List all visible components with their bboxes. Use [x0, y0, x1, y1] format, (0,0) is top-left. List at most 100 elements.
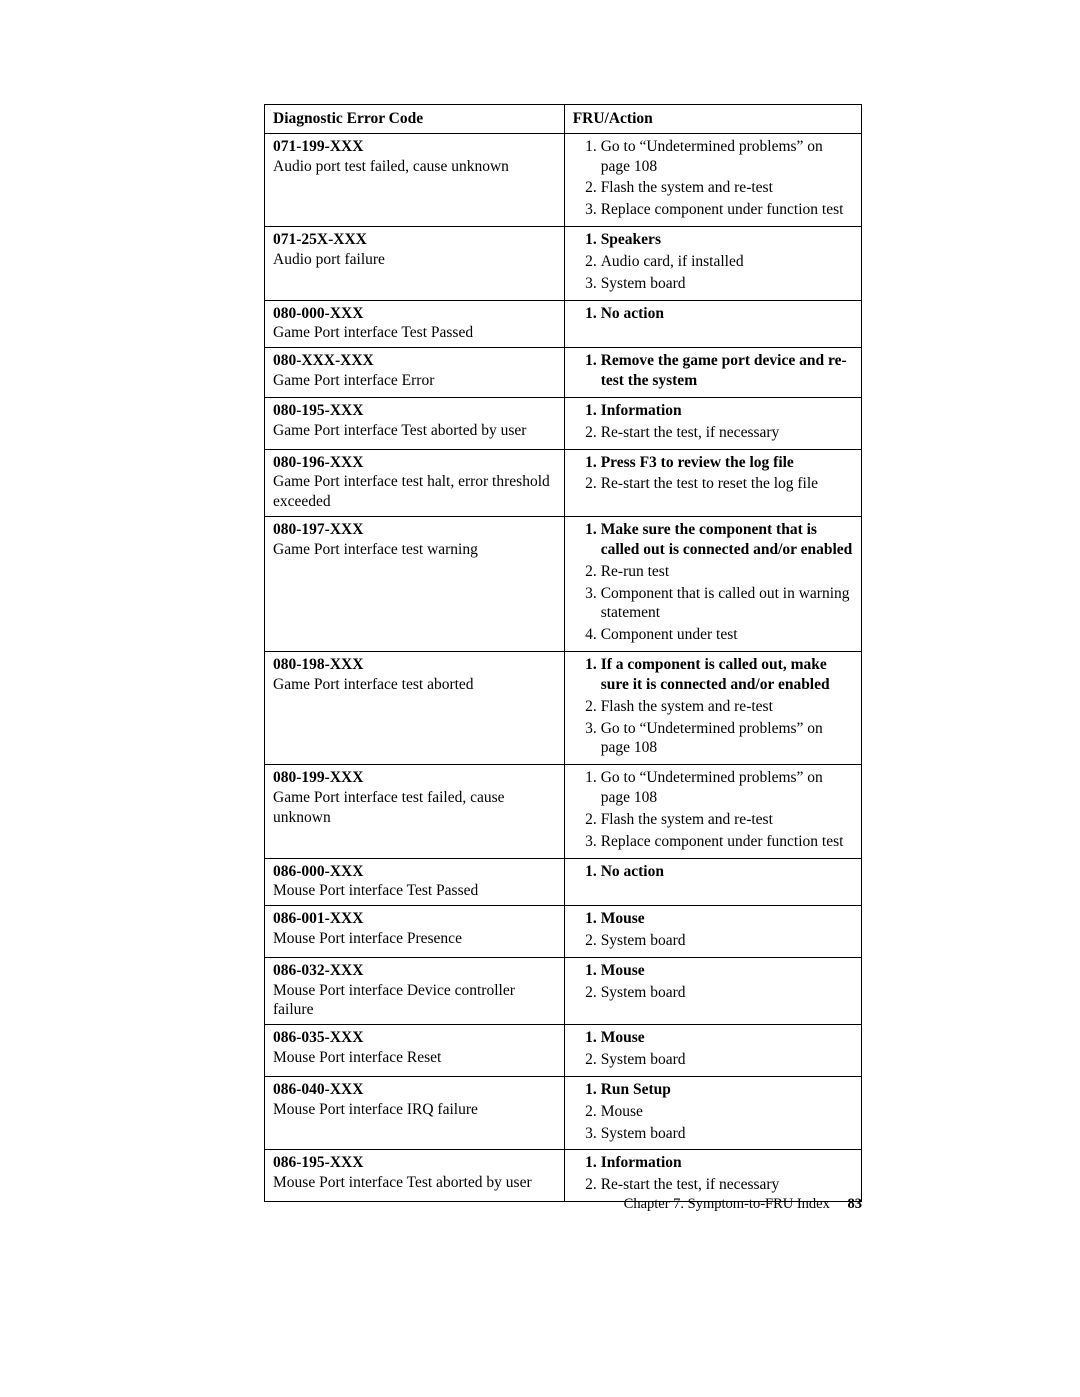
action-item: System board	[599, 1050, 855, 1070]
cell-error-code: 086-035-XXXMouse Port interface Reset	[265, 1025, 565, 1077]
cell-error-code: 080-000-XXXGame Port interface Test Pass…	[265, 300, 565, 348]
error-description: Mouse Port interface IRQ failure	[273, 1101, 478, 1118]
table-row: 080-196-XXX Game Port interface test halt…	[265, 449, 862, 516]
error-code: 080-199-XXX	[273, 769, 363, 786]
error-code: 086-001-XXX	[273, 910, 363, 927]
error-code: 080-198-XXX	[273, 656, 363, 673]
action-item: Component that is called out in warning …	[599, 584, 855, 624]
cell-error-code: 080-195-XXX Game Port interface Test abor…	[265, 397, 565, 449]
cell-fru-action: Make sure the component that is called o…	[564, 517, 861, 652]
table-row: 086-195-XXXMouse Port interface Test abo…	[265, 1150, 862, 1202]
action-item: Replace component under function test	[599, 200, 855, 220]
cell-fru-action: Go to “Undetermined problems” on page 10…	[564, 765, 861, 858]
action-list: Go to “Undetermined problems” on page 10…	[573, 768, 855, 851]
error-description: Audio port failure	[273, 251, 385, 268]
action-item: Go to “Undetermined problems” on page 10…	[599, 768, 855, 808]
action-item: No action	[599, 862, 855, 882]
error-description: Game Port interface test halt, error thr…	[273, 473, 550, 510]
error-description: Game Port interface test warning	[273, 541, 478, 558]
table-row: 080-197-XXX Game Port interface test warn…	[265, 517, 862, 652]
cell-error-code: 086-000-XXX Mouse Port interface Test Pas…	[265, 858, 565, 906]
action-item: System board	[599, 1124, 855, 1144]
error-description: Game Port interface Test Passed	[273, 324, 473, 341]
error-code: 071-25X-XXX	[273, 231, 367, 248]
action-list: Remove the game port device and re-test …	[573, 351, 855, 391]
cell-error-code: 086-195-XXXMouse Port interface Test abo…	[265, 1150, 565, 1202]
error-code: 080-196-XXX	[273, 454, 363, 471]
cell-fru-action: Press F3 to review the log fileRe-start …	[564, 449, 861, 516]
error-description: Mouse Port interface Presence	[273, 930, 462, 947]
footer-page-number: 83	[848, 1196, 863, 1212]
action-item: Component under test	[599, 625, 855, 645]
header-error-code: Diagnostic Error Code	[265, 105, 565, 134]
action-item: Mouse	[599, 1028, 855, 1048]
action-item: Go to “Undetermined problems” on page 10…	[599, 719, 855, 759]
cell-fru-action: Run SetupMouseSystem board	[564, 1076, 861, 1149]
error-code: 086-032-XXX	[273, 962, 363, 979]
action-item: Re-start the test, if necessary	[599, 423, 855, 443]
action-item: Flash the system and re-test	[599, 178, 855, 198]
table-row: 086-032-XXX Mouse Port interface Device c…	[265, 957, 862, 1024]
error-description: Game Port interface test aborted	[273, 676, 474, 693]
action-item: Flash the system and re-test	[599, 697, 855, 717]
action-item: Re-run test	[599, 562, 855, 582]
error-code: 086-040-XXX	[273, 1081, 363, 1098]
action-list: If a component is called out, make sure …	[573, 655, 855, 758]
table-row: 080-195-XXX Game Port interface Test abor…	[265, 397, 862, 449]
action-item: System board	[599, 931, 855, 951]
action-item: If a component is called out, make sure …	[599, 655, 855, 695]
action-list: MouseSystem board	[573, 909, 855, 951]
action-item: Re-start the test to reset the log file	[599, 474, 855, 494]
error-description: Audio port test failed, cause unknown	[273, 158, 509, 175]
action-item: Flash the system and re-test	[599, 810, 855, 830]
table-row: 086-035-XXXMouse Port interface Reset Mou…	[265, 1025, 862, 1077]
table-row: 071-25X-XXX Audio port failure SpeakersAud…	[265, 227, 862, 300]
cell-error-code: 080-199-XXX Game Port interface test fail…	[265, 765, 565, 858]
action-item: Information	[599, 1153, 855, 1173]
error-description: Game Port interface test failed, cause u…	[273, 789, 505, 826]
page-footer: Chapter 7. Symptom-to-FRU Index 83	[624, 1196, 862, 1213]
action-item: Make sure the component that is called o…	[599, 520, 855, 560]
error-code: 086-035-XXX	[273, 1029, 363, 1046]
table-row: 080-000-XXXGame Port interface Test Pass…	[265, 300, 862, 348]
cell-fru-action: If a component is called out, make sure …	[564, 652, 861, 765]
table-row: 071-199-XXX Audio port test failed, cause…	[265, 133, 862, 226]
error-code: 080-197-XXX	[273, 521, 363, 538]
diagnostic-table: Diagnostic Error Code FRU/Action 071-199…	[264, 104, 862, 1202]
action-list: Make sure the component that is called o…	[573, 520, 855, 645]
cell-error-code: 071-199-XXX Audio port test failed, cause…	[265, 133, 565, 226]
action-item: Mouse	[599, 961, 855, 981]
error-code: 080-XXX-XXX	[273, 352, 374, 369]
table-row: 080-198-XXX Game Port interface test abor…	[265, 652, 862, 765]
error-description: Game Port interface Test aborted by user	[273, 422, 526, 439]
table-row: 086-000-XXX Mouse Port interface Test Pas…	[265, 858, 862, 906]
page: Diagnostic Error Code FRU/Action 071-199…	[0, 0, 1080, 1397]
error-description: Mouse Port interface Device controller f…	[273, 982, 515, 1019]
error-code: 086-000-XXX	[273, 863, 363, 880]
cell-fru-action: Remove the game port device and re-test …	[564, 348, 861, 398]
cell-fru-action: No action	[564, 300, 861, 348]
footer-chapter: Chapter 7. Symptom-to-FRU Index	[624, 1196, 830, 1212]
error-description: Mouse Port interface Test Passed	[273, 882, 478, 899]
action-item: Press F3 to review the log file	[599, 453, 855, 473]
cell-error-code: 080-198-XXX Game Port interface test abor…	[265, 652, 565, 765]
table-row: 080-199-XXX Game Port interface test fail…	[265, 765, 862, 858]
action-item: Re-start the test, if necessary	[599, 1175, 855, 1195]
action-item: Mouse	[599, 1102, 855, 1122]
action-item: Mouse	[599, 909, 855, 929]
table-row: 080-XXX-XXXGame Port interface ErrorRemo…	[265, 348, 862, 398]
action-item: Remove the game port device and re-test …	[599, 351, 855, 391]
action-list: No action	[573, 304, 855, 324]
cell-error-code: 086-001-XXX Mouse Port interface Presence	[265, 906, 565, 958]
action-item: Replace component under function test	[599, 832, 855, 852]
cell-error-code: 086-040-XXX Mouse Port interface IRQ fail…	[265, 1076, 565, 1149]
action-list: MouseSystem board	[573, 961, 855, 1003]
error-code: 071-199-XXX	[273, 138, 363, 155]
action-list: No action	[573, 862, 855, 882]
cell-fru-action: InformationRe-start the test, if necessa…	[564, 397, 861, 449]
table-row: 086-040-XXX Mouse Port interface IRQ fail…	[265, 1076, 862, 1149]
error-code: 080-195-XXX	[273, 402, 363, 419]
action-list: SpeakersAudio card, if installedSystem b…	[573, 230, 855, 293]
action-item: Speakers	[599, 230, 855, 250]
action-list: Run SetupMouseSystem board	[573, 1080, 855, 1143]
